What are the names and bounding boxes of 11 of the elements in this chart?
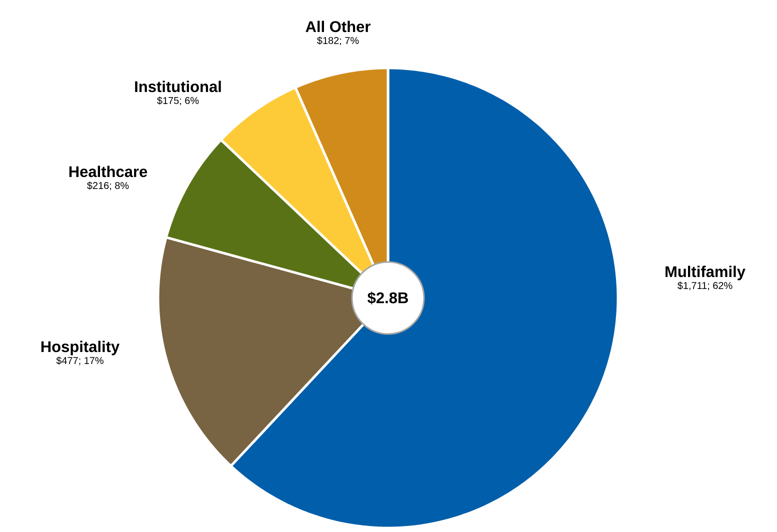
data-label: $182; 7% <box>317 36 359 46</box>
data-label: $216; 8% <box>87 182 129 190</box>
slice-label: All Other <box>306 20 370 32</box>
slice-label: Institutional <box>135 80 221 92</box>
slice-label: Healthcare <box>69 166 148 178</box>
text: $2.8B <box>368 292 408 304</box>
slice-label: Multifamily <box>666 266 746 280</box>
data-label: $1,711; 62% <box>678 282 732 290</box>
data-label: $477; 17% <box>56 356 104 366</box>
data-label: $175; 6% <box>157 96 199 106</box>
slice-label: Hospitality <box>41 340 120 356</box>
